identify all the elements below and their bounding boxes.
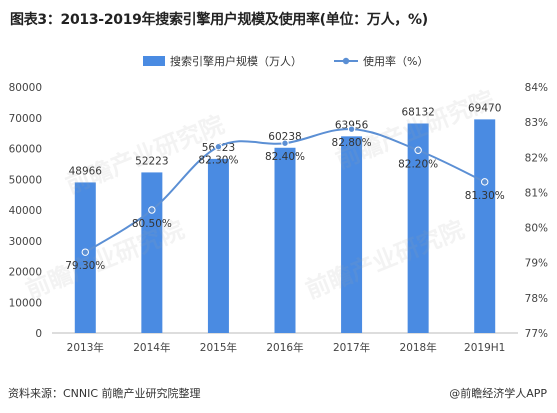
y-left-tick-label: 0 bbox=[35, 328, 42, 340]
bar bbox=[474, 119, 496, 333]
credit-note: @前瞻经济学人APP bbox=[449, 387, 547, 400]
y-left-tick-label: 60000 bbox=[9, 144, 42, 156]
y-left-tick-label: 70000 bbox=[9, 113, 42, 125]
legend-bar-label: 搜索引擎用户规模（万人） bbox=[170, 54, 302, 68]
line-point bbox=[481, 178, 489, 186]
line-value-label: 80.50% bbox=[132, 218, 172, 230]
line-point bbox=[81, 248, 89, 256]
x-tick-label: 2018年 bbox=[400, 341, 437, 354]
x-tick-label: 2016年 bbox=[266, 341, 303, 354]
y-left-tick-label: 80000 bbox=[9, 82, 42, 94]
line-value-label: 82.80% bbox=[332, 137, 372, 149]
y-right-tick-label: 84% bbox=[525, 82, 548, 94]
legend-line-label: 使用率（%） bbox=[363, 54, 428, 68]
legend-bar-swatch bbox=[143, 56, 165, 66]
line-point bbox=[214, 143, 223, 151]
y-left-tick-label: 30000 bbox=[9, 236, 42, 248]
x-tick-label: 2013年 bbox=[67, 341, 104, 354]
y-right-tick-label: 77% bbox=[525, 328, 548, 340]
line-point bbox=[148, 206, 156, 214]
bar bbox=[207, 158, 229, 333]
source-note: 资料来源：CNNIC 前瞻产业研究院整理 bbox=[8, 387, 201, 400]
bar bbox=[74, 182, 96, 333]
line-value-label: 81.30% bbox=[465, 190, 505, 202]
x-tick-label: 2014年 bbox=[133, 341, 170, 354]
bar-value-label: 52223 bbox=[135, 155, 168, 167]
y-left-tick-label: 10000 bbox=[9, 297, 42, 309]
line-point bbox=[281, 139, 289, 147]
bar bbox=[407, 123, 429, 333]
y-right-tick-label: 81% bbox=[525, 187, 548, 199]
y-right-tick-label: 83% bbox=[525, 117, 548, 129]
bar-value-label: 60238 bbox=[268, 131, 301, 143]
line-point bbox=[347, 125, 356, 133]
line-value-label: 82.30% bbox=[198, 155, 238, 167]
line-value-label: 82.20% bbox=[398, 158, 438, 170]
y-left-tick-label: 50000 bbox=[9, 174, 42, 186]
bar bbox=[141, 172, 163, 333]
bar-value-label: 48966 bbox=[69, 165, 103, 177]
y-right-tick-label: 78% bbox=[525, 293, 548, 305]
y-right-tick-label: 79% bbox=[525, 258, 548, 270]
bar bbox=[341, 136, 363, 333]
y-left-tick-label: 20000 bbox=[9, 267, 42, 279]
x-tick-label: 2017年 bbox=[333, 341, 370, 354]
bar-value-label: 69470 bbox=[468, 102, 501, 114]
y-right-tick-label: 80% bbox=[525, 223, 548, 235]
legend-line-marker bbox=[342, 57, 350, 65]
x-tick-label: 2015年 bbox=[200, 341, 237, 354]
y-left-tick-label: 40000 bbox=[9, 205, 42, 217]
bar bbox=[274, 147, 296, 333]
x-tick-label: 2019H1 bbox=[464, 342, 505, 354]
line-value-label: 82.40% bbox=[265, 151, 305, 163]
line-value-label: 79.30% bbox=[65, 260, 105, 272]
bar-value-label: 68132 bbox=[401, 106, 434, 118]
y-right-tick-label: 82% bbox=[525, 152, 548, 164]
line-point bbox=[414, 146, 422, 154]
chart-title: 图表3：2013-2019年搜索引擎用户规模及使用率(单位：万人，%) bbox=[10, 12, 428, 28]
